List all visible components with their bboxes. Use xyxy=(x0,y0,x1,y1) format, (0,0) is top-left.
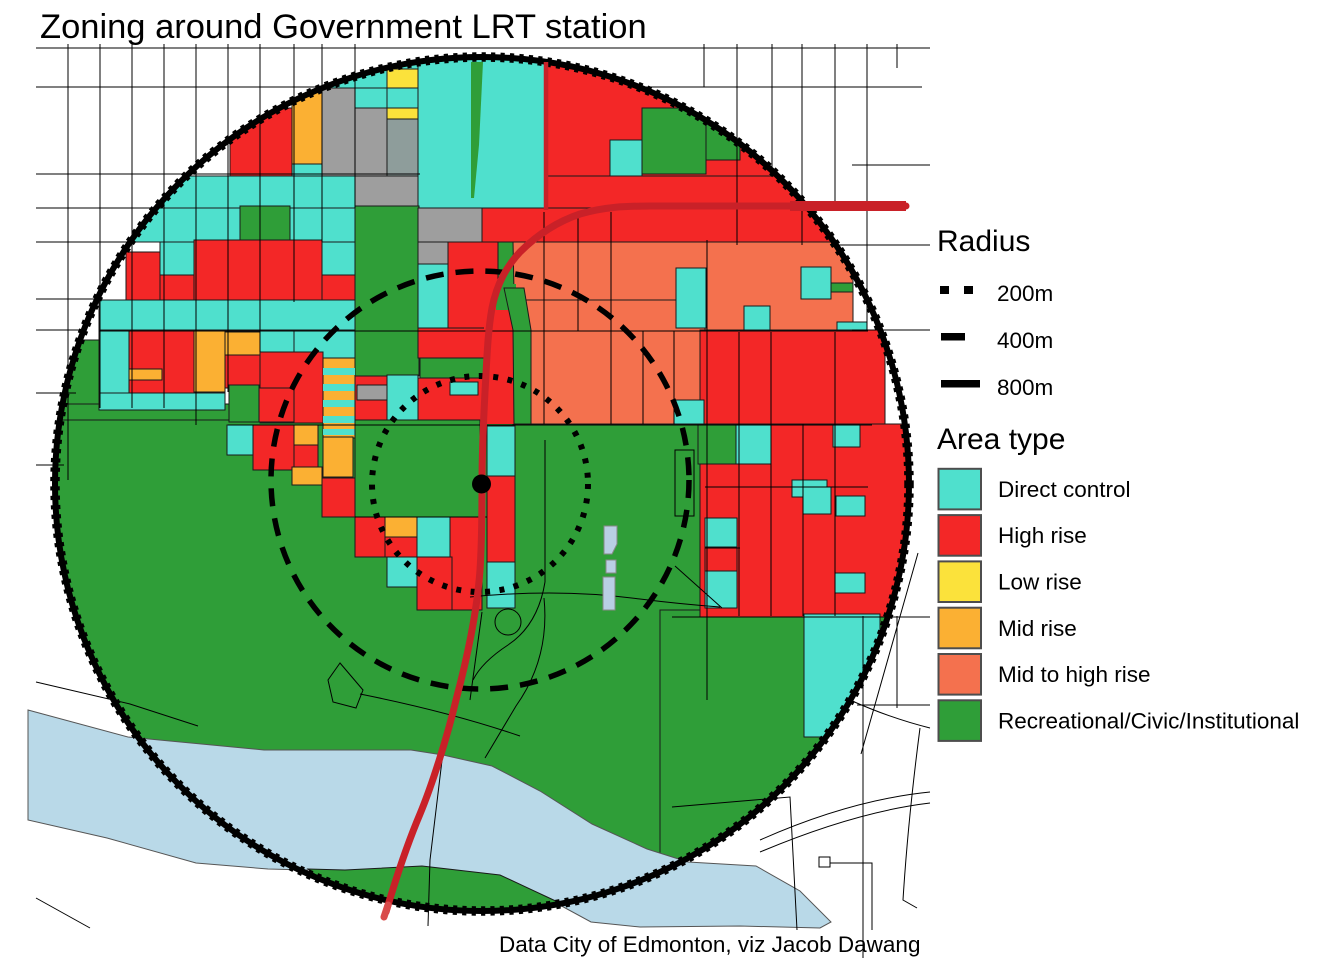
svg-text:Mid rise: Mid rise xyxy=(998,616,1077,641)
svg-text:400m: 400m xyxy=(997,328,1053,353)
svg-text:Mid to high rise: Mid to high rise xyxy=(998,662,1151,687)
svg-text:800m: 800m xyxy=(997,375,1053,400)
svg-text:Data City of Edmonton, viz Jac: Data City of Edmonton, viz Jacob Dawang xyxy=(499,932,920,957)
svg-text:200m: 200m xyxy=(997,281,1053,306)
svg-text:Low rise: Low rise xyxy=(998,570,1082,595)
svg-text:Area type: Area type xyxy=(937,423,1065,456)
svg-text:Recreational/Civic/Institution: Recreational/Civic/Institutional xyxy=(998,709,1299,734)
svg-text:High rise: High rise xyxy=(998,523,1087,548)
svg-text:Radius: Radius xyxy=(937,225,1030,258)
svg-text:Direct control: Direct control xyxy=(998,477,1131,502)
svg-text:Zoning around Government LRT s: Zoning around Government LRT station xyxy=(40,8,647,46)
